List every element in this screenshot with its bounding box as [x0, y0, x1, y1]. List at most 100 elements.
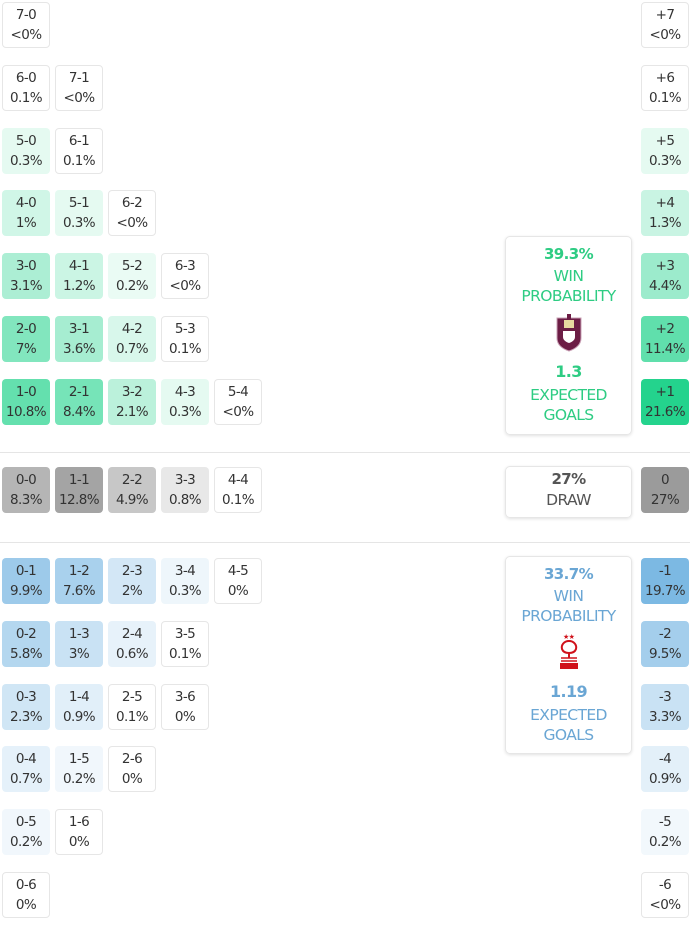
probability-value: 0.3%	[63, 215, 96, 231]
score-label: -5	[658, 814, 672, 830]
probability-value: 0.1%	[63, 153, 96, 169]
draw-label: DRAW	[546, 491, 591, 509]
probability-value: 0%	[121, 771, 143, 787]
score-label: +5	[655, 133, 675, 149]
score-label: +2	[655, 321, 675, 337]
probability-value: 0.3%	[649, 153, 682, 169]
score-cell: 1-5 0.2%	[55, 746, 103, 792]
margin-cell: +7 <0%	[641, 2, 689, 48]
probability-value: <0%	[169, 278, 202, 294]
score-label: 1-1	[68, 472, 90, 488]
score-label: 3-4	[174, 563, 196, 579]
score-cell: 0-1 9.9%	[2, 558, 50, 604]
margin-cell: -4 0.9%	[641, 746, 689, 792]
score-cell: 2-5 0.1%	[108, 684, 156, 730]
score-cell: 2-6 0%	[108, 746, 156, 792]
burnley-crest-icon	[556, 314, 581, 352]
score-cell: 2-2 4.9%	[108, 467, 156, 513]
probability-value: <0%	[649, 27, 682, 43]
score-label: 7-0	[15, 7, 37, 23]
score-label: -6	[658, 877, 672, 893]
score-cell: 4-2 0.7%	[108, 316, 156, 362]
score-cell: 0-2 5.8%	[2, 621, 50, 667]
score-label: 2-3	[121, 563, 143, 579]
score-label: 2-2	[121, 472, 143, 488]
probability-value: 2.1%	[116, 404, 149, 420]
goals-label: GOALS	[543, 726, 594, 744]
score-label: 0-3	[15, 689, 37, 705]
score-cell: 3-0 3.1%	[2, 253, 50, 299]
score-cell: 6-0 0.1%	[2, 65, 50, 111]
score-cell: 1-3 3%	[55, 621, 103, 667]
probability-value: 3.6%	[63, 341, 96, 357]
probability-value: 12.8%	[59, 492, 99, 508]
score-cell: 2-1 8.4%	[55, 379, 103, 425]
probability-value: 0%	[227, 583, 249, 599]
probability-value: 3.3%	[649, 709, 682, 725]
score-cell: 0-3 2.3%	[2, 684, 50, 730]
score-label: 2-0	[15, 321, 37, 337]
score-cell: 7-1 <0%	[55, 65, 103, 111]
score-cell: 2-3 2%	[108, 558, 156, 604]
score-cell: 2-4 0.6%	[108, 621, 156, 667]
score-label: 1-4	[68, 689, 90, 705]
home-xg: 1.3	[555, 362, 582, 381]
score-label: 6-0	[15, 70, 37, 86]
probability-value: 1.3%	[649, 215, 682, 231]
margin-cell: -2 9.5%	[641, 621, 689, 667]
score-cell: 4-4 0.1%	[214, 467, 262, 513]
score-cell: 5-3 0.1%	[161, 316, 209, 362]
probability-value: 4.9%	[116, 492, 149, 508]
score-label: 3-0	[15, 258, 37, 274]
probability-value: 5.8%	[10, 646, 43, 662]
score-label: 4-1	[68, 258, 90, 274]
draw-pct: 27%	[551, 470, 586, 488]
probability-value: 0.2%	[63, 771, 96, 787]
score-label: +7	[655, 7, 675, 23]
score-label: 7-1	[68, 70, 90, 86]
probability-value: 8.3%	[10, 492, 43, 508]
score-label: 1-6	[68, 814, 90, 830]
score-label: 4-3	[174, 384, 196, 400]
probability-value: 0.2%	[116, 278, 149, 294]
probability-value: 2%	[121, 583, 143, 599]
probability-value: 0.7%	[10, 771, 43, 787]
score-label: 3-2	[121, 384, 143, 400]
score-label: 3-5	[174, 626, 196, 642]
score-cell: 1-1 12.8%	[55, 467, 103, 513]
home-win-card: 39.3% WIN PROBABILITY 1.3 EXPECTED GOALS	[505, 236, 632, 435]
score-label: 5-2	[121, 258, 143, 274]
score-label: 0-6	[15, 877, 37, 893]
score-cell: 6-3 <0%	[161, 253, 209, 299]
score-label: 0-5	[15, 814, 37, 830]
margin-cell: -1 19.7%	[641, 558, 689, 604]
probability-value: 9.5%	[649, 646, 682, 662]
probability-value: 0.2%	[649, 834, 682, 850]
score-label: 6-3	[174, 258, 196, 274]
score-cell: 3-1 3.6%	[55, 316, 103, 362]
probability-value: 8.4%	[63, 404, 96, 420]
score-label: 2-5	[121, 689, 143, 705]
score-label: 2-6	[121, 751, 143, 767]
away-xg: 1.19	[549, 682, 588, 701]
score-cell: 6-2 <0%	[108, 190, 156, 236]
score-label: +3	[655, 258, 675, 274]
score-label: -3	[658, 689, 672, 705]
probability-value: 0.9%	[63, 709, 96, 725]
probability-value: 0.1%	[169, 646, 202, 662]
score-cell: 3-3 0.8%	[161, 467, 209, 513]
probability-value: 19.7%	[645, 583, 685, 599]
nottingham-forest-crest-icon: ★★	[559, 633, 578, 669]
probability-value: 0.8%	[169, 492, 202, 508]
divider	[0, 542, 690, 543]
margin-cell: +5 0.3%	[641, 128, 689, 174]
probability-value: 0.2%	[10, 834, 43, 850]
score-label: 4-5	[227, 563, 249, 579]
probability-value: 3%	[68, 646, 90, 662]
probability-value: 0.3%	[169, 404, 202, 420]
score-label: 5-0	[15, 133, 37, 149]
probability-value: <0%	[116, 215, 149, 231]
score-label: 3-3	[174, 472, 196, 488]
margin-cell: 0 27%	[641, 467, 689, 513]
expected-label: EXPECTED	[530, 386, 607, 404]
